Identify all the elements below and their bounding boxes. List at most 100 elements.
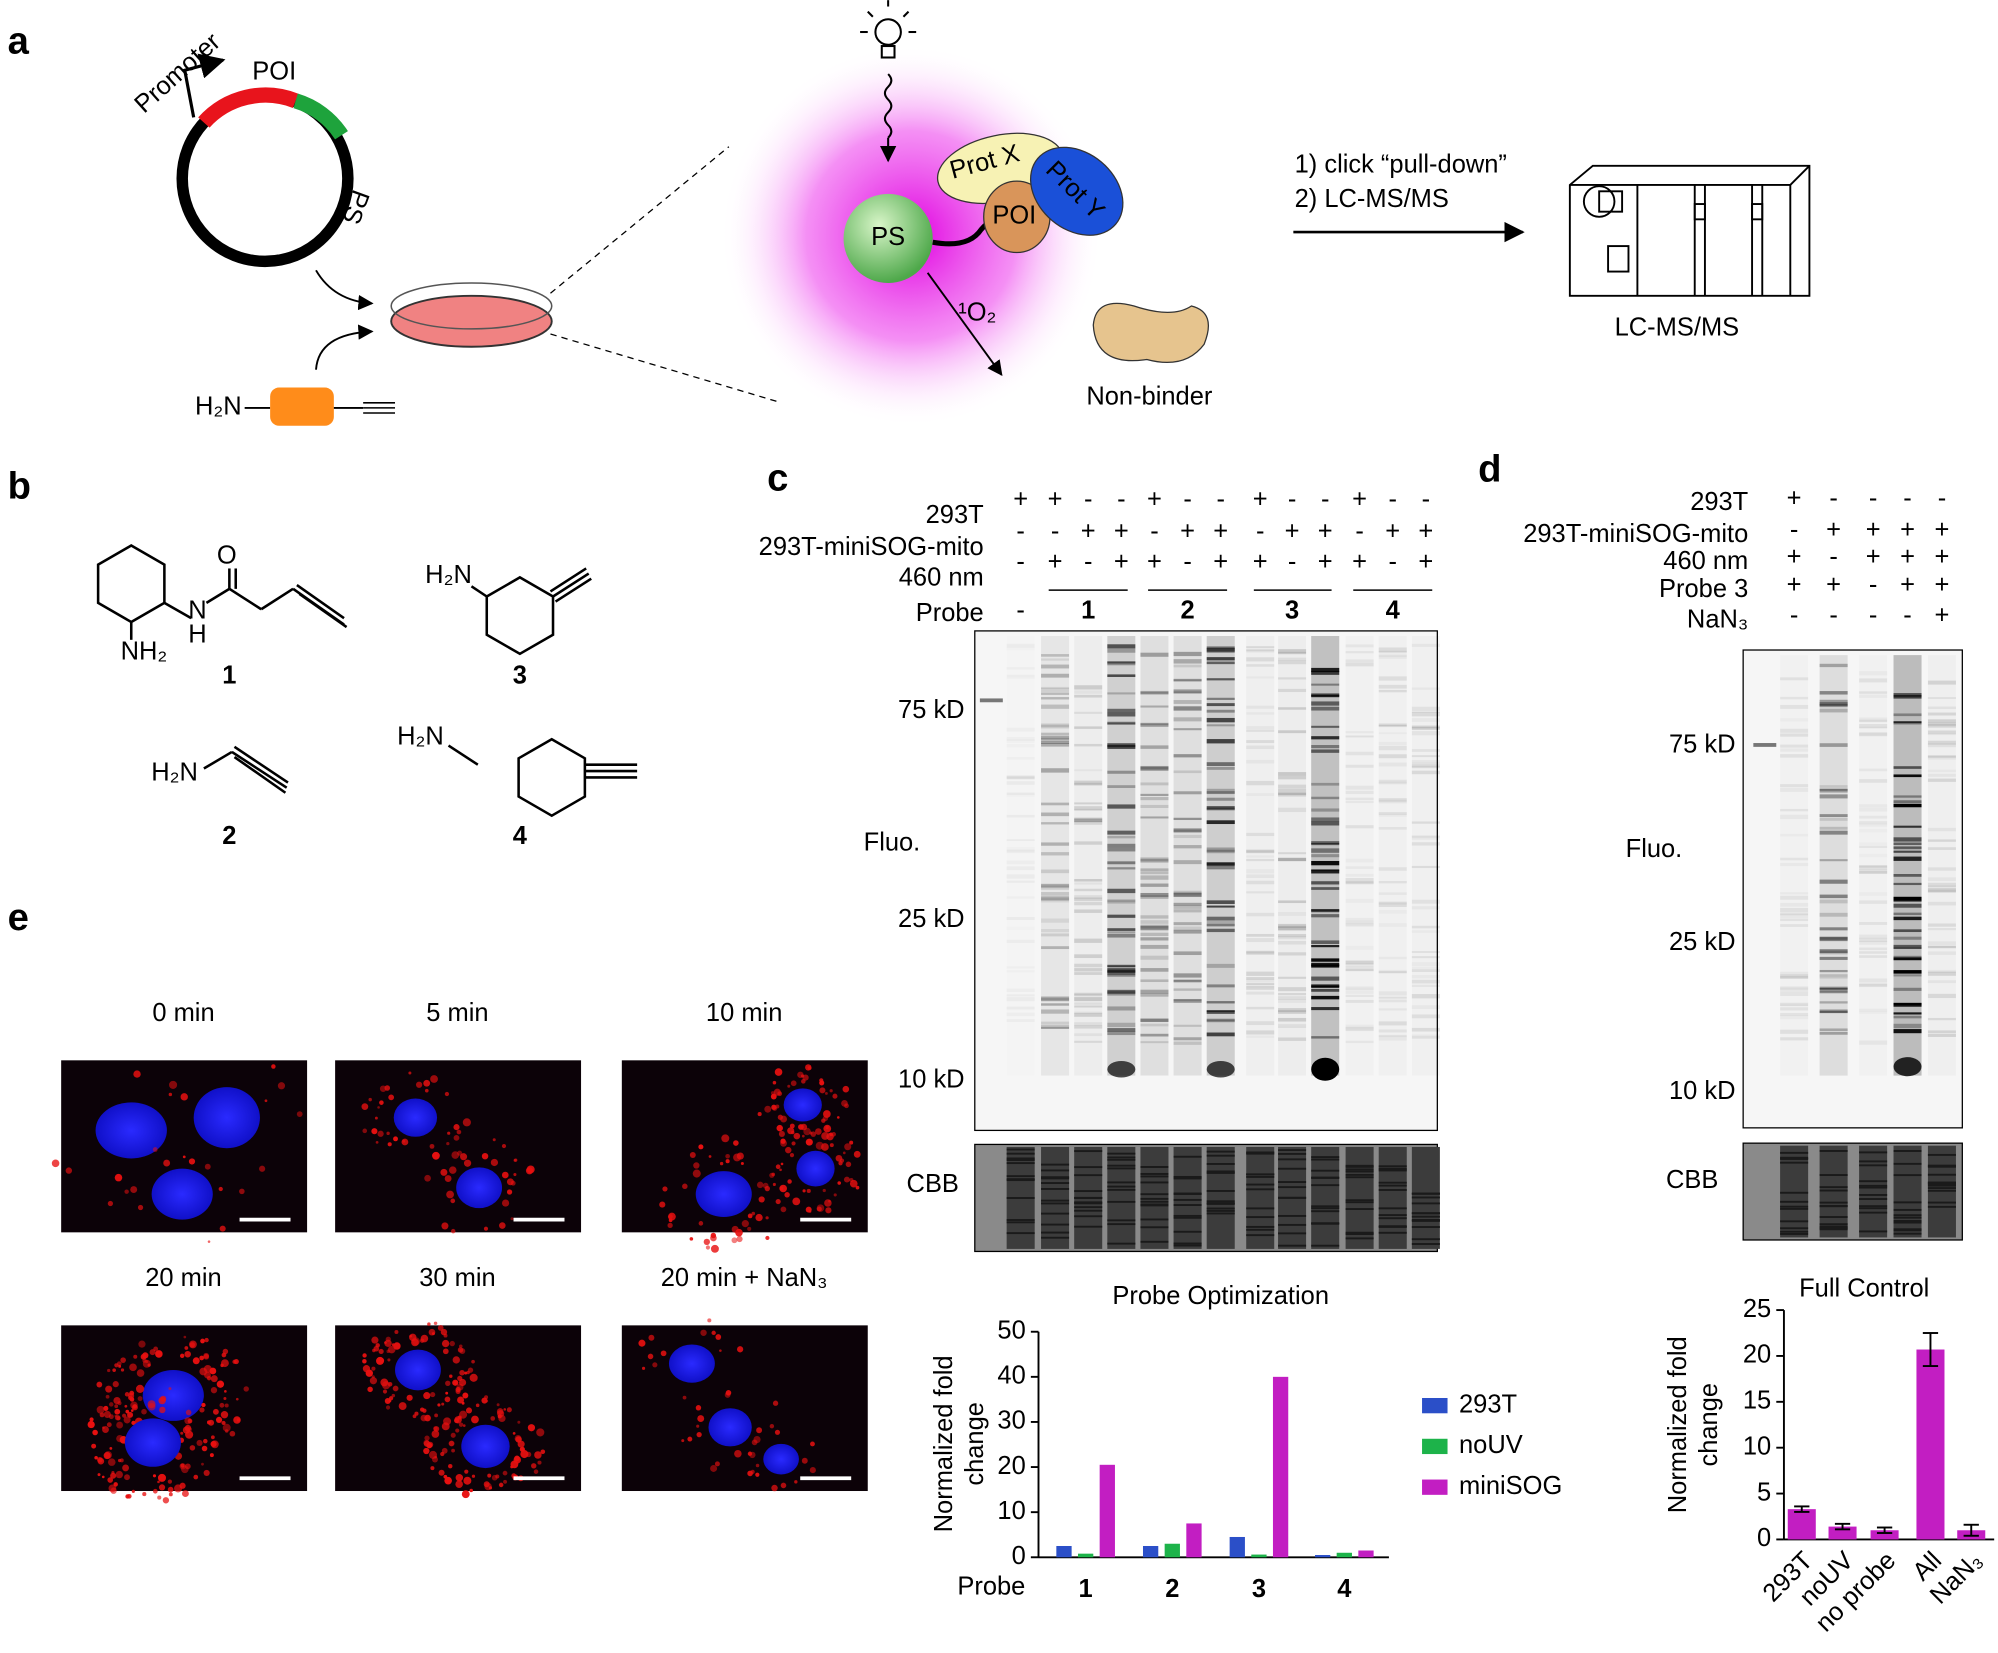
condition-sign: -: [1321, 486, 1329, 514]
mito-dot: [362, 1359, 367, 1364]
gel-band: [1927, 755, 1956, 758]
mito-dot: [506, 1407, 512, 1413]
cbb-band: [1819, 1223, 1848, 1226]
gel-band: [1411, 1014, 1440, 1019]
mito-dot: [200, 1338, 205, 1344]
gel-band: [1041, 928, 1070, 933]
gel-band: [1819, 814, 1848, 818]
cbb-band: [1041, 1223, 1070, 1226]
mito-dot: [497, 1414, 502, 1419]
gel-band: [1411, 979, 1440, 984]
cbb-band: [1819, 1228, 1848, 1231]
gel-band: [1041, 742, 1070, 747]
mito-dot: [531, 1463, 537, 1469]
mito-dot: [128, 1392, 135, 1399]
cbb-band: [1345, 1231, 1374, 1234]
bar: [1056, 1545, 1072, 1558]
gel-band: [1140, 690, 1169, 694]
gel-band: [1345, 994, 1374, 997]
gel-band: [1007, 989, 1035, 993]
cbb-band: [1041, 1176, 1070, 1179]
mito-dot: [457, 1396, 465, 1404]
mito-dot: [387, 1142, 392, 1147]
cbb-band: [1006, 1175, 1035, 1178]
gel-band: [1893, 899, 1922, 902]
mito-dot: [137, 1396, 143, 1402]
mito-dot: [779, 1168, 782, 1172]
mito-dot: [485, 1399, 489, 1403]
mito-dot: [87, 1420, 95, 1429]
gel-band: [1311, 887, 1340, 890]
condition-sign: -: [1016, 597, 1024, 625]
gel-band: [1893, 837, 1922, 842]
gel-band: [1278, 976, 1307, 979]
mito-dot: [362, 1353, 367, 1358]
gel-band: [1246, 1035, 1274, 1037]
condition-sign: -: [1183, 548, 1191, 576]
mito-dot: [167, 1479, 172, 1484]
gel-band: [1107, 770, 1136, 774]
gel-band: [1007, 1013, 1035, 1017]
cbb-band: [1378, 1217, 1407, 1220]
mito-dot: [377, 1130, 384, 1137]
gel-band: [1041, 898, 1070, 903]
x-tick-label: 4: [1337, 1575, 1352, 1603]
mito-dot: [419, 1407, 425, 1412]
gel-band: [1411, 762, 1440, 765]
cbb-band: [1041, 1199, 1070, 1202]
mito-dot: [114, 1404, 119, 1409]
gel-band: [1819, 691, 1848, 695]
cbb-band: [1893, 1214, 1922, 1217]
mito-dot: [199, 1407, 205, 1413]
gel-band: [1074, 726, 1103, 729]
mito-dot: [162, 1497, 170, 1504]
condition-sign: +: [1352, 548, 1367, 576]
mito-dot: [243, 1386, 249, 1392]
gel-band: [1173, 1037, 1202, 1041]
cbb-band: [1006, 1162, 1035, 1165]
gel-band: [1345, 735, 1374, 738]
gel-band: [1246, 1021, 1275, 1026]
gel-band: [1859, 691, 1888, 694]
gel-band: [1173, 689, 1202, 693]
gel-lane: [1311, 636, 1340, 1076]
gel-band: [1074, 818, 1103, 823]
gel-band: [1411, 725, 1440, 729]
condition-sign: -: [1150, 518, 1158, 546]
mito-dot: [540, 1449, 546, 1455]
mito-dot: [124, 1189, 129, 1194]
gel-band: [1278, 911, 1307, 916]
condition-sign: +: [1900, 571, 1915, 599]
cbb-band: [1859, 1211, 1888, 1214]
mito-dot: [210, 1435, 215, 1440]
cbb-band: [1780, 1158, 1809, 1160]
gel-band: [1819, 1009, 1848, 1014]
cbb-band: [1311, 1244, 1340, 1247]
gel-band: [1311, 693, 1340, 697]
nucleus: [151, 1168, 213, 1220]
gel-band: [1007, 1006, 1035, 1010]
cbb-band: [1311, 1158, 1340, 1161]
mito-dot: [441, 1447, 448, 1454]
chart-title: Probe Optimization: [1112, 1282, 1329, 1310]
cbb-band: [1345, 1176, 1374, 1179]
image-caption: 10 min: [706, 999, 782, 1027]
gel-band: [1107, 964, 1136, 967]
dish: [390, 282, 553, 348]
mito-dot: [462, 1118, 471, 1127]
gel-band: [1311, 1036, 1340, 1039]
gel-band: [1173, 791, 1202, 795]
gel-band: [1346, 874, 1374, 877]
cbb-band: [1173, 1242, 1202, 1245]
gel-band: [1311, 958, 1340, 962]
gel-band: [1173, 691, 1202, 694]
gel-band: [1780, 696, 1809, 700]
mito-dot: [142, 1492, 147, 1497]
gel-band: [1379, 814, 1407, 816]
mito-dot: [849, 1179, 858, 1188]
cbb-band: [1927, 1165, 1956, 1168]
mito-dot: [137, 1204, 144, 1211]
mito-dot: [747, 1470, 753, 1477]
cbb-band: [1819, 1186, 1848, 1189]
